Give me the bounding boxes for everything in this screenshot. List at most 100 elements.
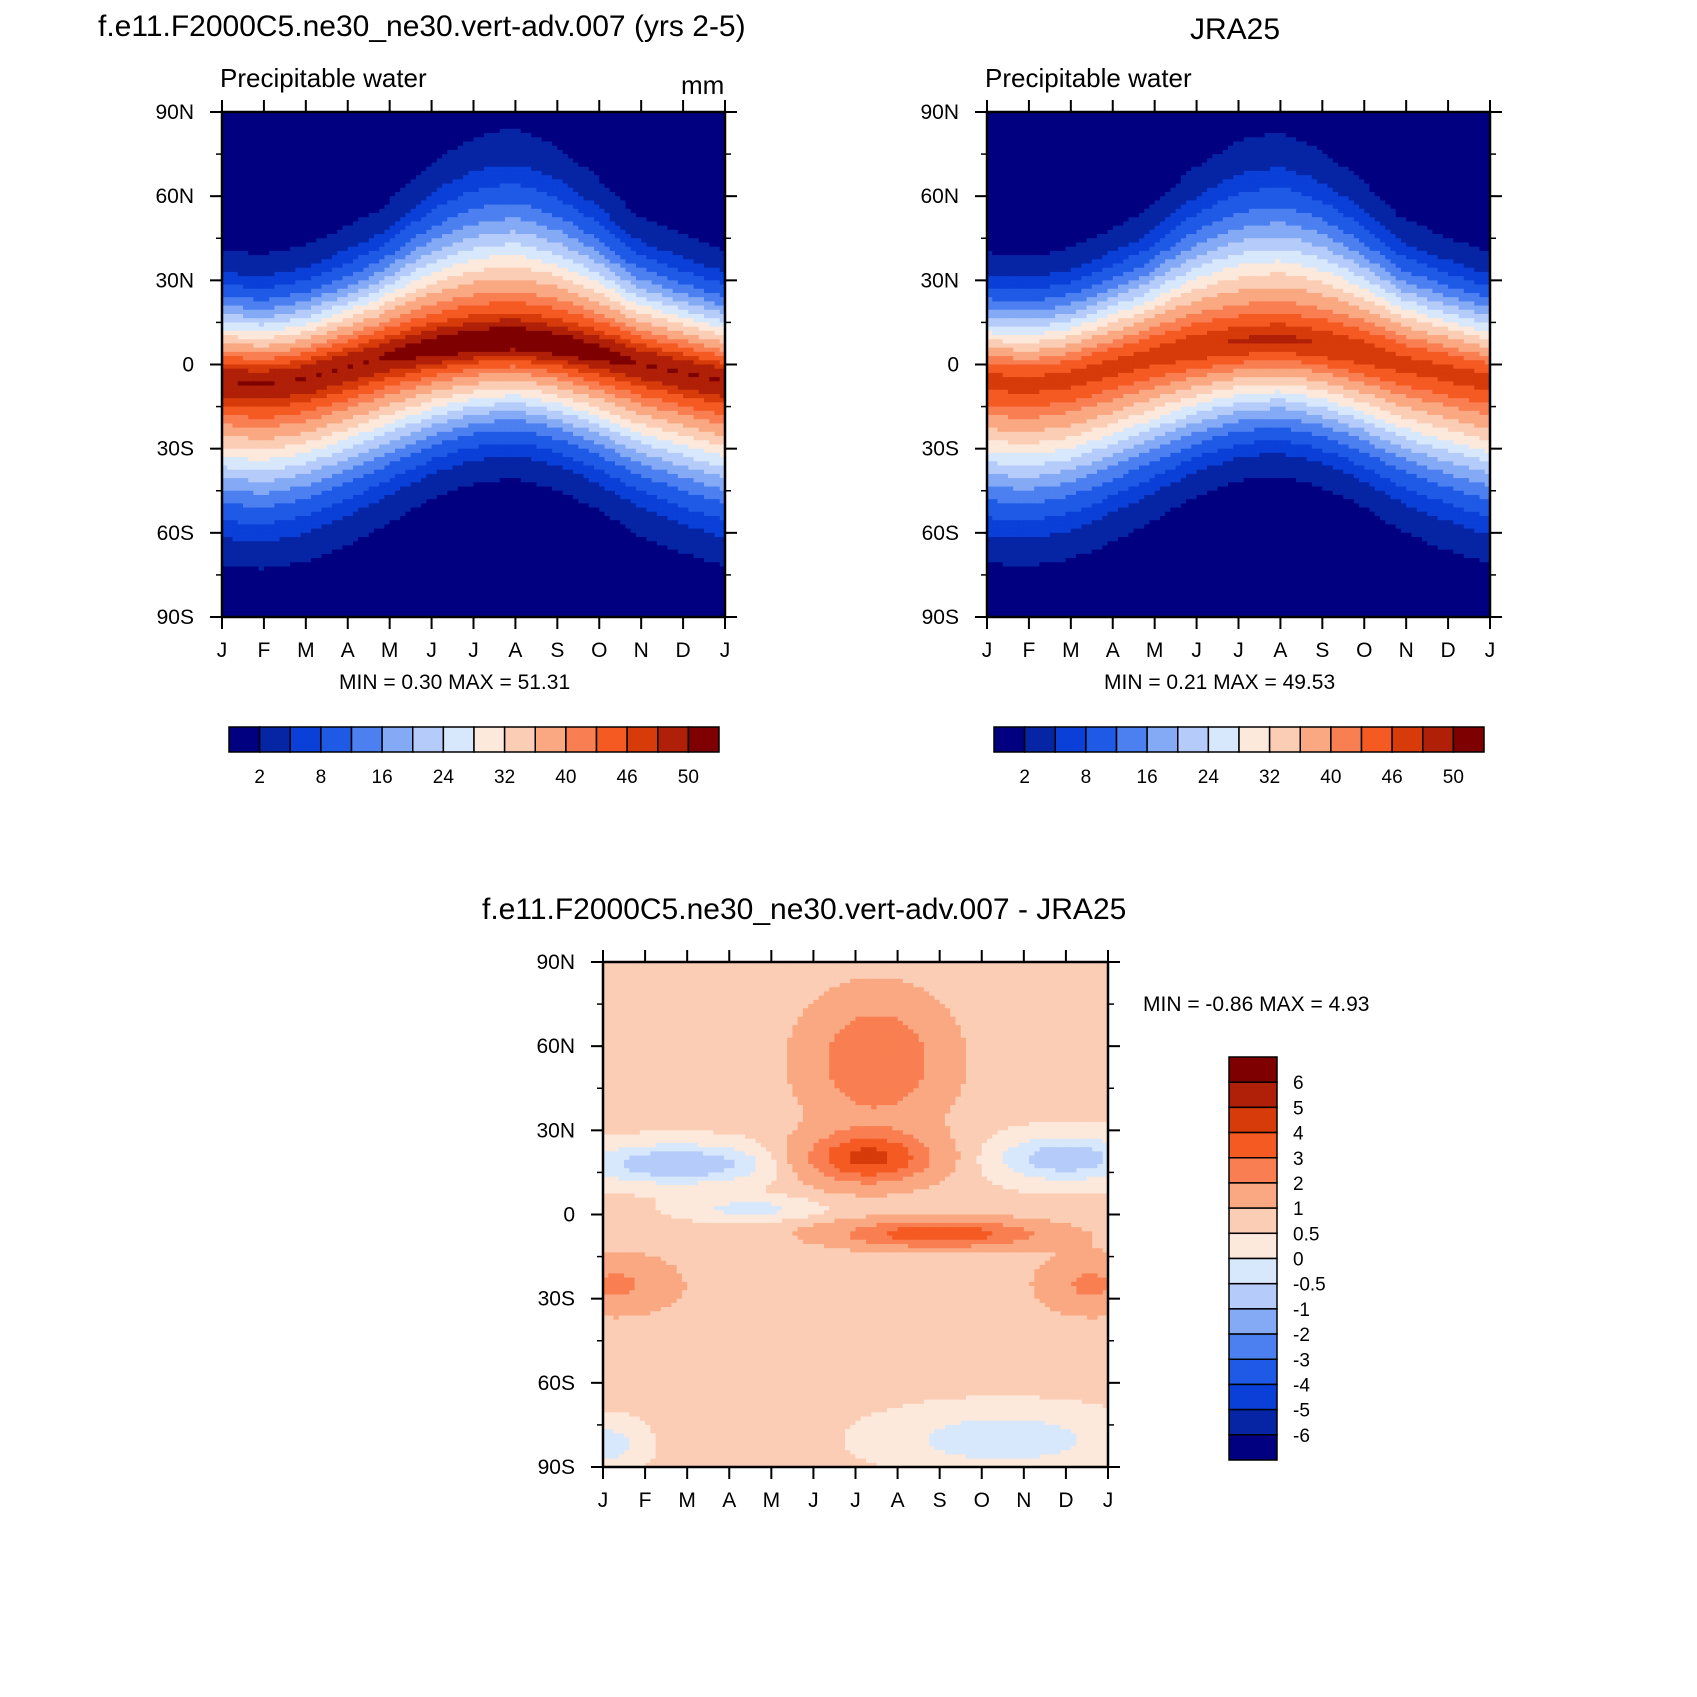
panel3-colorbar-label: 0: [1293, 1250, 1304, 1271]
panel3-colorbar-label: -1: [1293, 1300, 1310, 1321]
panel3-xtick-label: D: [1058, 1489, 1073, 1512]
panel3-colorbar-box: [1228, 1257, 1278, 1285]
panel3-xtick-label: S: [933, 1489, 947, 1512]
panel3-colorbar-label: -5: [1293, 1401, 1310, 1422]
panel1-colorbar-box: [412, 726, 445, 753]
panel3-plot: J F M A M J J A S O N D J 90N 60N 30N 0 30S 60S 90S: [536, 950, 1120, 1512]
panel2-stats: MIN = 0.21 MAX = 49.53: [1104, 671, 1335, 695]
panel2-colorbar: 2 8 16 24 32 40 46 50: [993, 726, 1485, 788]
panel3-colorbar-label: 6: [1293, 1073, 1304, 1094]
panel2-ytick-label: 0: [947, 354, 959, 377]
panel2-plot: J F M A M J J A S O N D J 90N 60N 30N 0 30S 60S 90S: [920, 100, 1502, 662]
panel3-colorbar-box: [1228, 1056, 1278, 1083]
panel2-xtick-label: A: [1273, 639, 1287, 662]
panel3-colorbar-label: 2: [1293, 1174, 1304, 1195]
panel1-colorbar-box: [228, 726, 261, 753]
panel1-xtick-label: M: [381, 639, 399, 662]
panel3-xtick-label: O: [974, 1489, 990, 1512]
panel2-xtick-label: D: [1440, 639, 1455, 662]
panel3-colorbar-box: [1228, 1282, 1278, 1310]
panel2-xtick-label: M: [1062, 639, 1080, 662]
panel3-colorbar-box: [1228, 1358, 1278, 1386]
panel3-ytick-label: 30S: [538, 1288, 575, 1311]
panel1-colorbar-label: 8: [316, 767, 327, 788]
panel2-xtick-label: A: [1106, 639, 1120, 662]
panel3-ytick-label: 30N: [536, 1119, 575, 1142]
panel3-colorbar-label: 3: [1293, 1149, 1304, 1170]
panel3-xtick-label: N: [1016, 1489, 1031, 1512]
panel1-xtick-label: O: [591, 639, 607, 662]
panel2-ytick-label: 60N: [920, 185, 959, 208]
panel3-colorbar-box: [1228, 1308, 1278, 1335]
panel3-colorbar-label: 1: [1293, 1199, 1304, 1220]
panel1-ytick-label: 30S: [157, 438, 194, 461]
panel3-xtick-label: J: [850, 1489, 861, 1512]
panel2-xtick-label: J: [982, 639, 993, 662]
panel2-ytick-label: 60S: [922, 522, 959, 545]
panel1-ytick-label: 0: [182, 354, 194, 377]
panel2-ytick-label: 30N: [920, 269, 959, 292]
panel1-xtick-label: J: [720, 639, 731, 662]
panel1-colorbar-label: 32: [494, 767, 515, 788]
panel3-colorbar-label: 5: [1293, 1098, 1304, 1119]
panel1-colorbar-box: [289, 726, 322, 753]
contour-field: [222, 112, 725, 617]
panel1-stats: MIN = 0.30 MAX = 51.31: [339, 671, 570, 695]
panel1-plot: J F M A M J J A S O N D J 90N 60N 30N 0 30S 60S 90S: [155, 100, 737, 662]
panel3-colorbar-box: [1228, 1106, 1278, 1134]
panel1-xtick-label: J: [426, 639, 437, 662]
panel2-xtick-label: S: [1315, 639, 1329, 662]
panel2-colorbar-box: [1330, 726, 1363, 753]
panel2-colorbar-box: [1299, 726, 1332, 753]
panel2-colorbar-label: 24: [1198, 767, 1220, 788]
panel2-xtick-label: J: [1191, 639, 1202, 662]
panel3-colorbar-box: [1228, 1383, 1278, 1411]
panel3-colorbar-box: [1228, 1182, 1278, 1209]
panel2-colorbar-box: [1023, 726, 1056, 753]
panel1-xtick-label: J: [217, 639, 228, 662]
contour-field: [987, 112, 1490, 617]
panel2-colorbar-box: [1054, 726, 1087, 753]
panel2-colorbar-label: 8: [1081, 767, 1092, 788]
panel3-xtick-label: M: [763, 1489, 781, 1512]
panel2-colorbar-box: [1422, 726, 1455, 753]
panel3-xtick-label: A: [722, 1489, 736, 1512]
panel1-xtick-label: J: [468, 639, 479, 662]
panel1-units: mm: [681, 70, 724, 101]
panel1-colorbar-label: 40: [555, 767, 576, 788]
panel3-xtick-label: M: [678, 1489, 696, 1512]
panel3-xtick-label: J: [598, 1489, 609, 1512]
panel1-xtick-label: N: [634, 639, 649, 662]
panel2-colorbar-box: [1207, 726, 1240, 753]
panel3-xtick-label: J: [808, 1489, 819, 1512]
panel2-colorbar-box: [1115, 726, 1148, 753]
panel1-colorbar-label: 46: [617, 767, 638, 788]
panel3-ytick-label: 60S: [538, 1372, 575, 1395]
panel2-colorbar-box: [1452, 726, 1485, 753]
panel1-ytick-label: 60N: [155, 185, 194, 208]
panel2-xtick-label: J: [1233, 639, 1244, 662]
panel3-ytick-label: 0: [563, 1204, 575, 1227]
panel1-title: f.e11.F2000C5.ne30_ne30.vert-adv.007 (yr…: [98, 10, 746, 44]
panel1-colorbar-label: 2: [254, 767, 265, 788]
panel2-ytick-label: 30S: [922, 438, 959, 461]
panel1-colorbar-label: 50: [678, 767, 699, 788]
panel3-ytick-label: 90S: [538, 1456, 575, 1479]
panel1-xtick-label: M: [297, 639, 315, 662]
panel2-colorbar-box: [1391, 726, 1424, 753]
panel2-colorbar-label: 46: [1382, 767, 1403, 788]
panel2-colorbar-box: [1360, 726, 1393, 753]
panel1-colorbar-box: [350, 726, 383, 753]
panel3-colorbar-box: [1228, 1207, 1278, 1235]
panel3-xtick-label: F: [639, 1489, 652, 1512]
panel2-colorbar-box: [1146, 726, 1179, 753]
panel2-colorbar-label: 16: [1137, 767, 1158, 788]
panel3-colorbar-label: -3: [1293, 1350, 1310, 1371]
panel2-colorbar-label: 32: [1259, 767, 1280, 788]
panel3-colorbar-label: -0.5: [1293, 1275, 1326, 1296]
panel1-colorbar: 2 8 16 24 32 40 46 50: [228, 726, 720, 788]
panel2-colorbar-box: [1177, 726, 1210, 753]
panel2-xtick-label: F: [1023, 639, 1036, 662]
panel3-xtick-label: J: [1103, 1489, 1114, 1512]
